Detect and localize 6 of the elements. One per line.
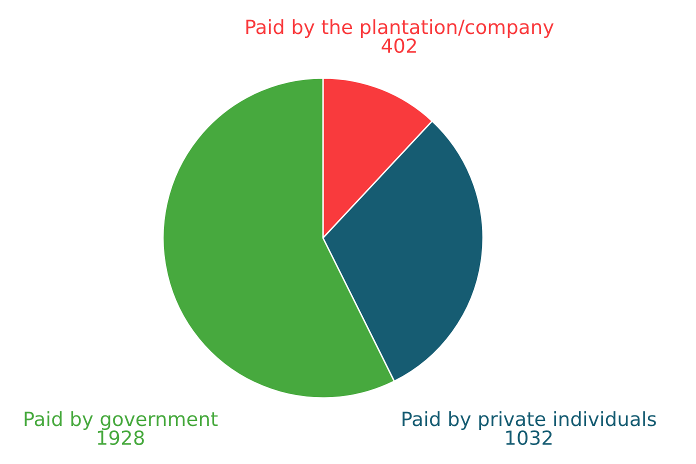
data-label: 402 bbox=[382, 38, 416, 54]
slice-label: Paid by the plantation/company bbox=[246, 19, 554, 38]
slice-label: Paid by private individuals bbox=[402, 411, 656, 430]
data-label: 1928 bbox=[98, 430, 144, 446]
slice-label: Paid by government bbox=[24, 411, 218, 430]
data-label: 1032 bbox=[506, 430, 552, 446]
